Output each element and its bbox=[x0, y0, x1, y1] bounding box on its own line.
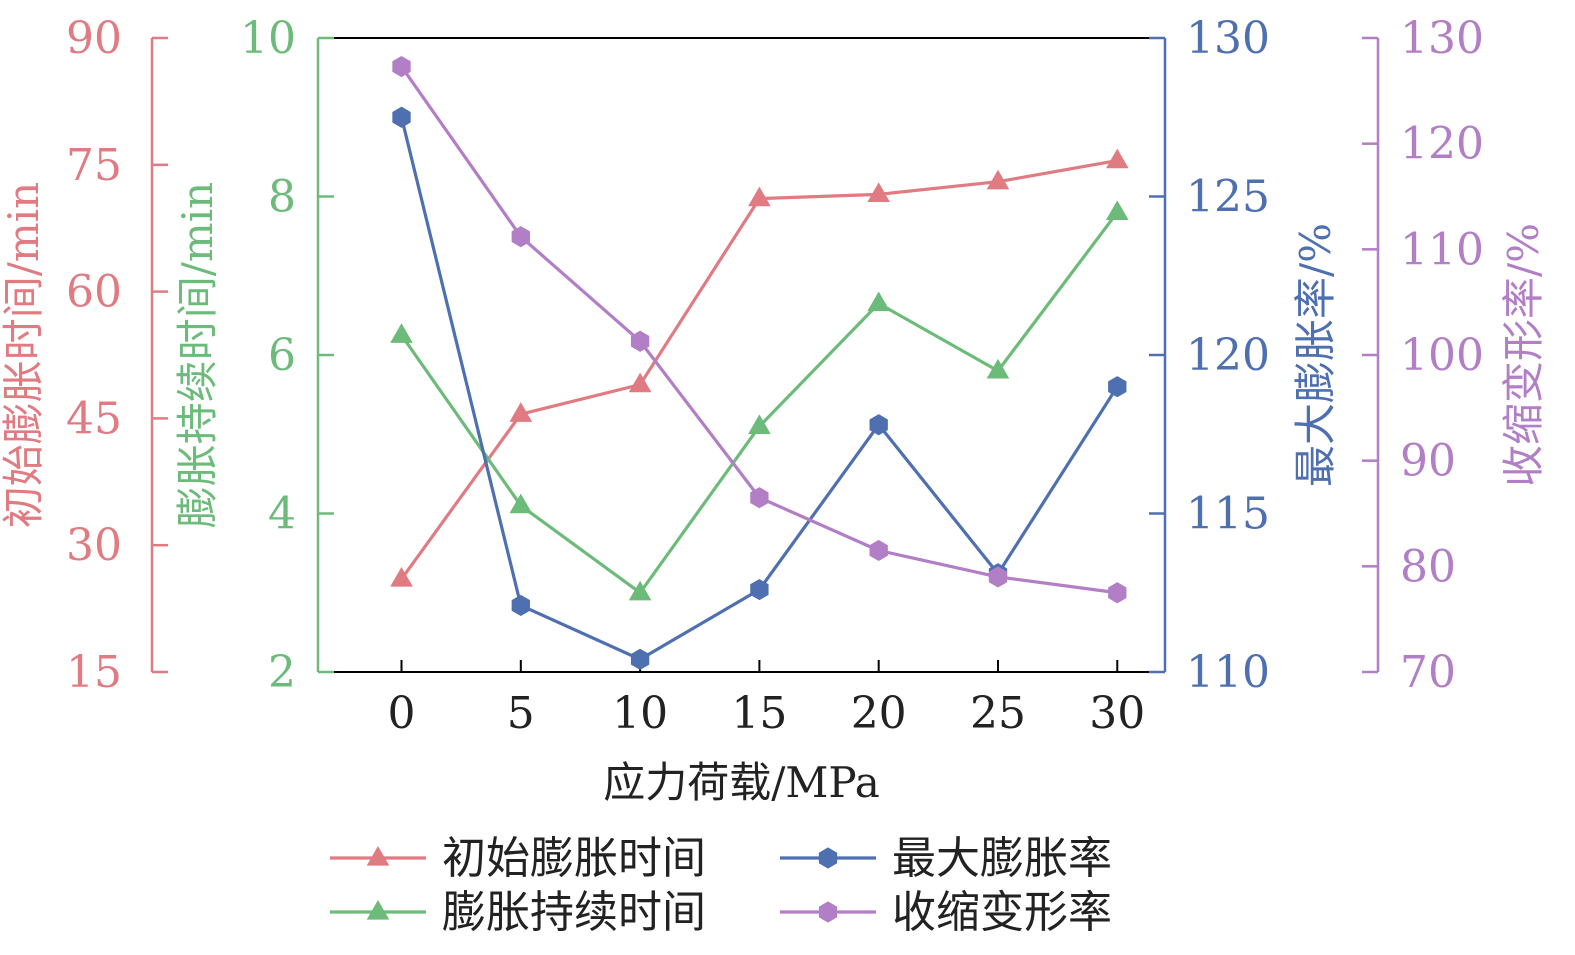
right2-tick-label: 130 bbox=[1400, 13, 1484, 64]
left1-axis-label: 初始膨胀时间/min bbox=[0, 182, 48, 528]
right1-tick-label: 130 bbox=[1186, 13, 1270, 64]
data-point bbox=[748, 414, 771, 434]
data-point bbox=[1105, 200, 1129, 220]
x-tick-label: 20 bbox=[851, 688, 907, 739]
legend-label: 收缩变形率 bbox=[892, 887, 1112, 938]
data-point bbox=[1108, 582, 1127, 604]
data-point bbox=[390, 323, 413, 343]
x-tick-label: 15 bbox=[731, 688, 787, 739]
data-point bbox=[748, 186, 771, 207]
right2-axis-label: 收缩变形率/% bbox=[1499, 223, 1548, 487]
right1-tick-label: 120 bbox=[1186, 330, 1270, 381]
legend-entry: 初始膨胀时间 bbox=[330, 833, 706, 884]
data-point bbox=[392, 55, 411, 78]
data-point bbox=[630, 330, 650, 352]
left2-tick-label: 6 bbox=[268, 330, 296, 381]
legend-label: 膨胀持续时间 bbox=[442, 887, 706, 938]
data-point bbox=[390, 567, 413, 587]
right1-tick-label: 110 bbox=[1186, 647, 1270, 698]
legend-marker bbox=[818, 847, 838, 869]
legend-marker bbox=[818, 901, 838, 923]
data-point bbox=[509, 493, 533, 514]
legend-label: 最大膨胀率 bbox=[892, 833, 1112, 884]
legend-marker bbox=[366, 899, 390, 920]
data-point bbox=[869, 539, 888, 562]
data-point bbox=[511, 226, 530, 248]
data-point bbox=[628, 580, 652, 601]
data-point bbox=[986, 169, 1010, 190]
left2-tick-label: 10 bbox=[240, 13, 296, 64]
data-point bbox=[869, 414, 888, 436]
series-layer bbox=[390, 55, 1129, 670]
left2-tick-label: 2 bbox=[268, 647, 296, 698]
data-point bbox=[392, 106, 411, 128]
x-tick-label: 5 bbox=[507, 688, 535, 739]
x-axis-label: 应力荷载/MPa bbox=[603, 758, 880, 807]
data-point bbox=[1105, 148, 1129, 169]
data-point bbox=[750, 487, 769, 509]
legend-entry: 膨胀持续时间 bbox=[330, 887, 706, 938]
legend-entry: 收缩变形率 bbox=[780, 887, 1112, 938]
data-point bbox=[867, 291, 891, 312]
series-1 bbox=[390, 148, 1129, 587]
series-line bbox=[400, 158, 1118, 580]
right2-tick-label: 120 bbox=[1400, 119, 1484, 170]
x-tick-label: 25 bbox=[970, 688, 1026, 739]
left1-tick-label: 45 bbox=[66, 393, 122, 444]
left1-tick-label: 15 bbox=[66, 647, 122, 698]
series-2 bbox=[390, 200, 1129, 601]
right2-tick-label: 90 bbox=[1400, 436, 1456, 487]
data-point bbox=[1108, 376, 1127, 398]
legend-marker bbox=[366, 845, 390, 866]
data-point bbox=[628, 372, 652, 393]
data-point bbox=[986, 358, 1010, 379]
series-line bbox=[400, 65, 1118, 595]
right1-tick-label: 125 bbox=[1186, 172, 1270, 223]
left1-tick-label: 60 bbox=[66, 267, 122, 318]
left2-axis-label: 膨胀持续时间/min bbox=[173, 182, 222, 528]
x-tick-label: 10 bbox=[612, 688, 668, 739]
right1-tick-label: 115 bbox=[1186, 489, 1270, 540]
data-point bbox=[511, 594, 530, 617]
axes: 0 5 10 15 20 25 30 应力荷载/MPa 15 30 45 60 75 90 初始膨胀时间/m… bbox=[0, 13, 1548, 807]
left2-tick-label: 4 bbox=[268, 489, 296, 540]
left1-tick-label: 75 bbox=[66, 140, 122, 191]
left2-tick-label: 8 bbox=[268, 172, 296, 223]
legend-label: 初始膨胀时间 bbox=[442, 833, 706, 884]
x-tick-label: 0 bbox=[388, 688, 416, 739]
data-point bbox=[988, 566, 1008, 588]
x-tick-label: 30 bbox=[1089, 688, 1145, 739]
right2-tick-label: 80 bbox=[1400, 541, 1456, 592]
right1-axis-label: 最大膨胀率/% bbox=[1291, 223, 1340, 487]
data-point bbox=[509, 402, 533, 422]
series-4 bbox=[392, 55, 1127, 604]
series-line bbox=[400, 211, 1119, 595]
left1-tick-label: 90 bbox=[66, 13, 122, 64]
data-point bbox=[630, 648, 650, 670]
right2-tick-label: 110 bbox=[1400, 224, 1484, 275]
right2-tick-label: 70 bbox=[1400, 647, 1456, 698]
data-point bbox=[867, 182, 891, 203]
left1-tick-label: 30 bbox=[66, 520, 122, 571]
data-point bbox=[750, 579, 769, 601]
legend-entry: 最大膨胀率 bbox=[780, 833, 1112, 884]
right2-tick-label: 100 bbox=[1400, 330, 1484, 381]
